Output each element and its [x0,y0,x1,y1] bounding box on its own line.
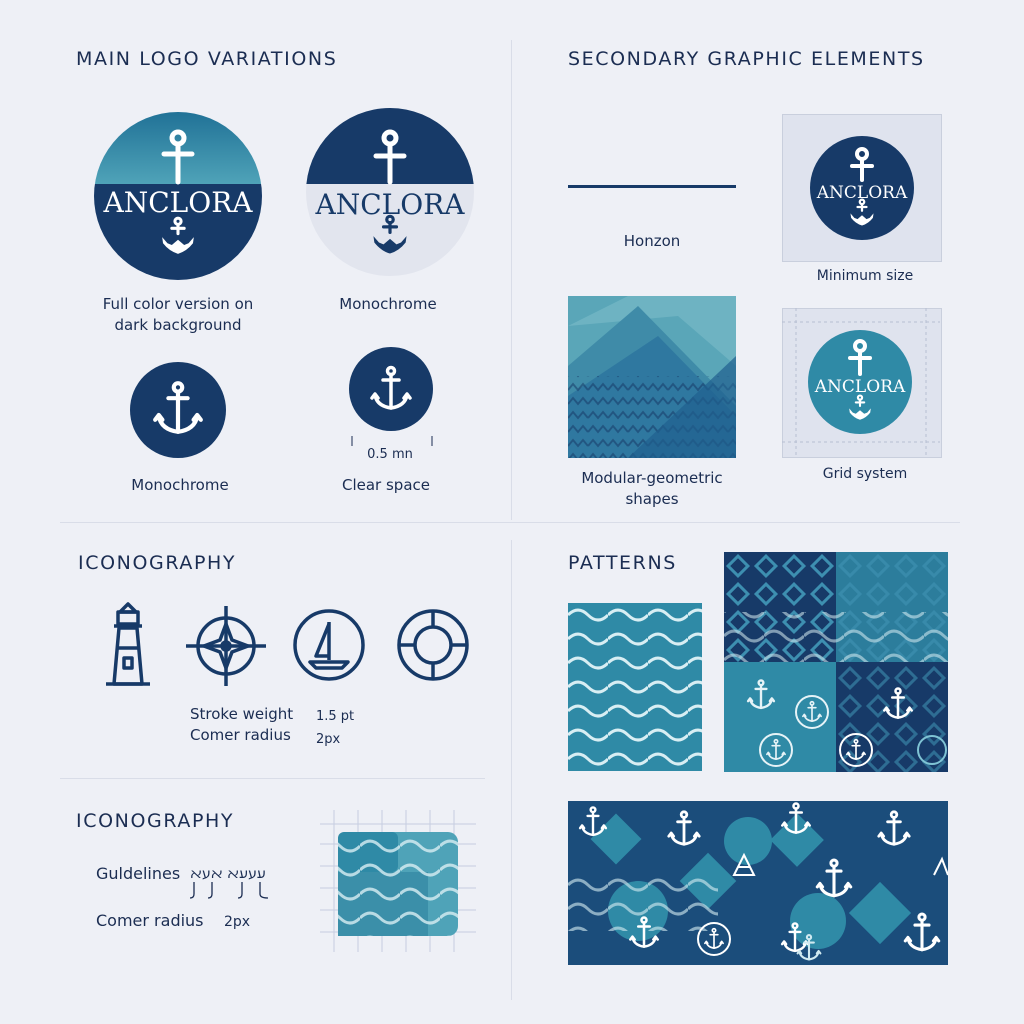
caption-clear-space: Clear space [341,476,430,494]
caption-monochrome: Monochrome [339,295,437,313]
horizon-line [568,185,736,188]
logo-minimum-size: ANCLORA [810,136,914,240]
logo-full-color: ANCLORA [94,112,262,280]
lifebuoy-icon [397,609,469,681]
caption-modular: Modular-geometric shapes [581,469,723,508]
logo-brand-text: ANCLORA [103,186,254,219]
logo-brand-text: ANCLORA [315,188,466,221]
stroke-weight-label: Stroke weight [190,705,294,723]
compass-icon [186,606,266,686]
caption-horizon: Honzon [623,232,681,250]
caption-grid-system: Grid system [822,466,908,482]
lighthouse-icon [106,602,150,686]
pattern-grid [724,552,948,772]
logo-monochrome-large: ANCLORA [306,108,474,276]
logo-brand-text: ANCLORA [814,377,906,397]
guidelines-label: Guldelines [96,864,181,883]
caption-monochrome-2: Monochrome [131,476,229,494]
pattern-large [568,801,948,965]
logo-grid-system: ANCLORA [808,330,912,434]
secondary-title: SECONDARY GRAPHIC ELEMENTS [568,48,925,70]
caption-minimum-size: Minimum size [816,268,914,284]
guidelines-marks [190,882,269,899]
main-logo-title: MAIN LOGO VARIATIONS [76,48,338,70]
sailboat-icon [293,609,365,681]
iconography-grid-sample [320,810,476,952]
pattern-waves [568,603,702,771]
guidelines-glyphs: ﬠעﬠﬡ ﬡעﬡ [190,866,266,882]
patterns-title: PATTERNS [568,552,677,574]
logo-brand-text: ANCLORA [816,183,908,203]
grid-system-lines [782,308,940,456]
caption-full-color: Full color version on dark background [102,295,254,334]
corner-radius-2-value: 2px [224,914,251,930]
clear-space-measure-line [351,436,433,446]
stroke-weight-value: 1.5 pt [316,709,355,724]
logo-anchor-circle [130,362,226,458]
corner-radius-value: 2px [316,732,341,747]
clear-space-measure: 0.5 mn [367,447,413,462]
logo-clear-space [349,347,433,431]
iconography-title: ICONOGRAPHY [78,552,237,574]
corner-radius-2-label: Comer radius [96,911,204,930]
corner-radius-label: Comer radius [190,726,291,744]
modular-geometric-shapes [568,296,736,458]
iconography-2-title: ICONOGRAPHY [76,810,235,832]
